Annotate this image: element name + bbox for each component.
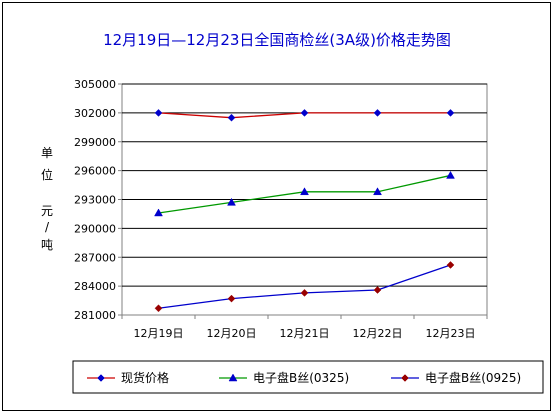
legend-marker bbox=[228, 373, 238, 382]
y-axis-label: 单 位 元 / 吨 bbox=[41, 146, 53, 252]
legend-entry: 电子盘B丝(0325) bbox=[219, 370, 349, 385]
legend-entry: 电子盘B丝(0925) bbox=[391, 370, 521, 385]
data-point bbox=[154, 208, 163, 217]
legend-label: 电子盘B丝(0925) bbox=[425, 370, 521, 385]
y-tick-label: 287000 bbox=[74, 251, 116, 264]
y-axis-label-char: 元 bbox=[41, 204, 53, 218]
series-3 bbox=[154, 261, 455, 313]
data-point bbox=[154, 109, 163, 117]
y-axis-label-char: 单 bbox=[41, 146, 53, 160]
series-1 bbox=[154, 109, 455, 122]
data-point bbox=[227, 294, 236, 303]
series-2 bbox=[154, 170, 455, 217]
y-axis-label-char: 吨 bbox=[41, 238, 53, 252]
data-point bbox=[446, 261, 455, 269]
x-tick-label: 12月23日 bbox=[426, 327, 476, 340]
x-tick-label: 12月21日 bbox=[280, 327, 330, 340]
data-point bbox=[373, 286, 382, 294]
data-point bbox=[373, 187, 382, 196]
legend-entry: 现货价格 bbox=[87, 370, 169, 385]
data-point bbox=[227, 197, 236, 206]
y-tick-label: 293000 bbox=[74, 194, 116, 207]
y-tick-label: 290000 bbox=[74, 222, 116, 235]
series-group bbox=[154, 109, 455, 313]
y-tick-label: 299000 bbox=[74, 136, 116, 149]
legend bbox=[72, 360, 544, 394]
x-tick-label: 12月20日 bbox=[207, 327, 257, 340]
data-point bbox=[446, 170, 455, 179]
x-tick-label: 12月22日 bbox=[353, 327, 403, 340]
data-point bbox=[300, 187, 309, 196]
data-point bbox=[154, 304, 163, 313]
x-tick-label: 12月19日 bbox=[134, 327, 184, 340]
y-tick-label: 302000 bbox=[74, 107, 116, 120]
y-tick-label: 296000 bbox=[74, 165, 116, 178]
legend-marker bbox=[401, 374, 409, 382]
data-point bbox=[227, 113, 236, 122]
y-axis-label-char: / bbox=[45, 220, 50, 234]
chart-canvas: 12月19日—12月23日全国商检丝(3A级)价格走势图 单 位 元 / 吨 2… bbox=[41, 31, 544, 394]
y-axis-label-char: 位 bbox=[41, 167, 53, 182]
chart-title: 12月19日—12月23日全国商检丝(3A级)价格走势图 bbox=[103, 31, 451, 49]
data-point bbox=[300, 289, 309, 297]
y-tick-label: 284000 bbox=[74, 280, 116, 293]
y-tick-label: 281000 bbox=[74, 309, 116, 322]
legend-label: 电子盘B丝(0325) bbox=[253, 370, 349, 385]
y-axis-ticks: 281000 284000 287000 290000 293000 296000 2990… bbox=[74, 78, 122, 322]
legend-marker bbox=[97, 374, 105, 382]
legend-label: 现货价格 bbox=[121, 370, 169, 385]
data-point bbox=[446, 109, 455, 117]
x-axis-ticks: 12月19日 12月20日 12月21日 12月22日 12月23日 bbox=[121, 315, 488, 340]
legend-entries: 现货价格 电子盘B丝(0325) 电子盘B丝(0925) bbox=[87, 370, 521, 385]
data-point bbox=[373, 109, 382, 117]
y-tick-label: 305000 bbox=[74, 78, 116, 91]
data-point bbox=[300, 109, 309, 117]
